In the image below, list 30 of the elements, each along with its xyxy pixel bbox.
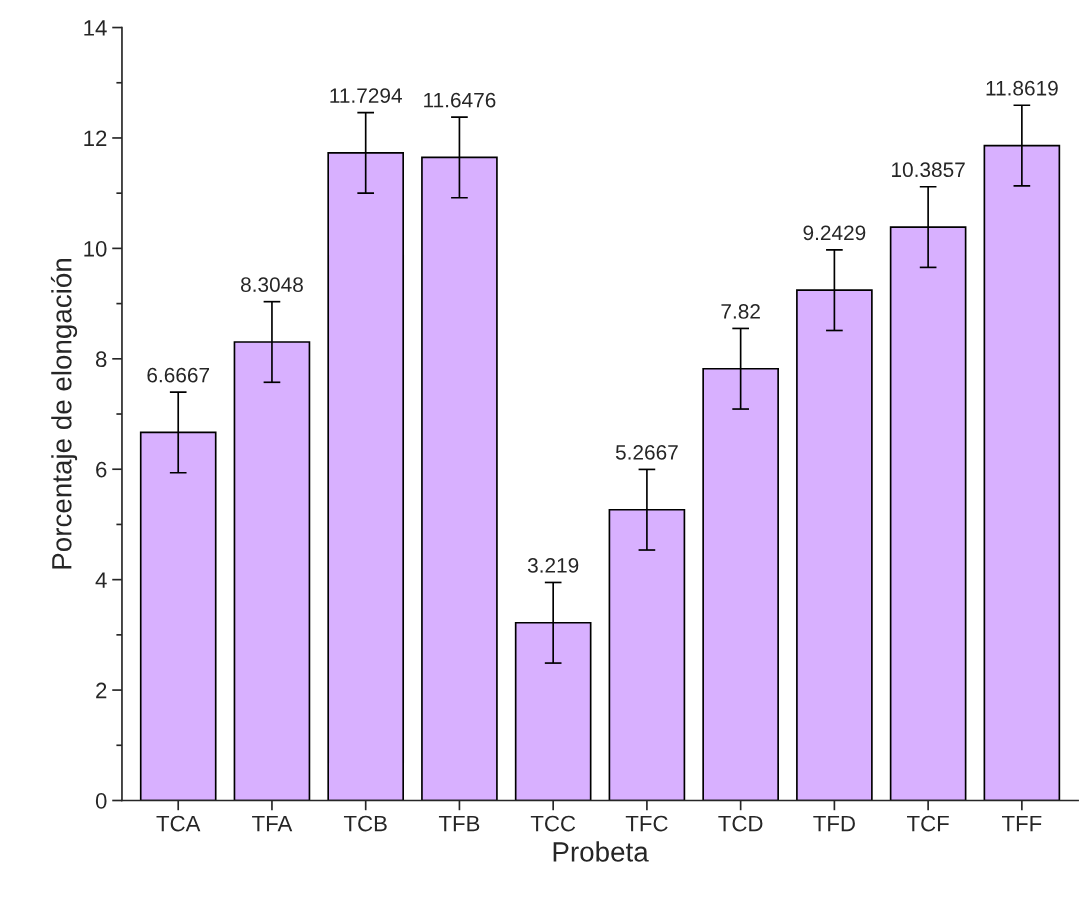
- y-tick-label: 10: [84, 240, 107, 257]
- y-tick-label: 6: [96, 461, 107, 478]
- data-label: 6.6667: [147, 367, 210, 383]
- x-tick-label: TCC: [530, 815, 576, 832]
- y-axis-title: Porcentaje de elongación: [50, 259, 78, 569]
- x-tick-label: TFD: [813, 815, 855, 832]
- x-tick-label: TCD: [718, 815, 763, 832]
- x-tick-label: TCB: [343, 815, 387, 832]
- y-tick-label: 12: [84, 130, 107, 147]
- y-tick-label: 0: [95, 793, 107, 809]
- data-label: 10.3857: [892, 162, 965, 178]
- x-tick-label: TFB: [438, 815, 480, 832]
- y-tick-label: 14: [84, 20, 107, 36]
- y-tick-label: 4: [95, 572, 107, 588]
- x-tick-label: TFF: [1002, 815, 1042, 832]
- y-tick-label: 8: [95, 351, 107, 368]
- x-tick-label: TFC: [625, 815, 668, 832]
- data-label: 5.2667: [615, 444, 678, 460]
- y-tick-label: 2: [96, 682, 107, 699]
- x-axis-title: Probeta: [553, 841, 649, 862]
- data-label: 8.3048: [241, 277, 303, 292]
- data-label: 11.7294: [330, 88, 402, 103]
- x-tick-label: TFA: [252, 815, 293, 832]
- data-label: 3.219: [527, 558, 579, 573]
- x-tick-label: TCF: [907, 815, 949, 832]
- data-label: 11.8619: [986, 80, 1058, 96]
- data-label: 9.2429: [803, 225, 866, 241]
- data-label: 7.82: [721, 304, 760, 319]
- x-tick-label: TCA: [156, 815, 201, 832]
- data-label: 11.6476: [424, 92, 496, 108]
